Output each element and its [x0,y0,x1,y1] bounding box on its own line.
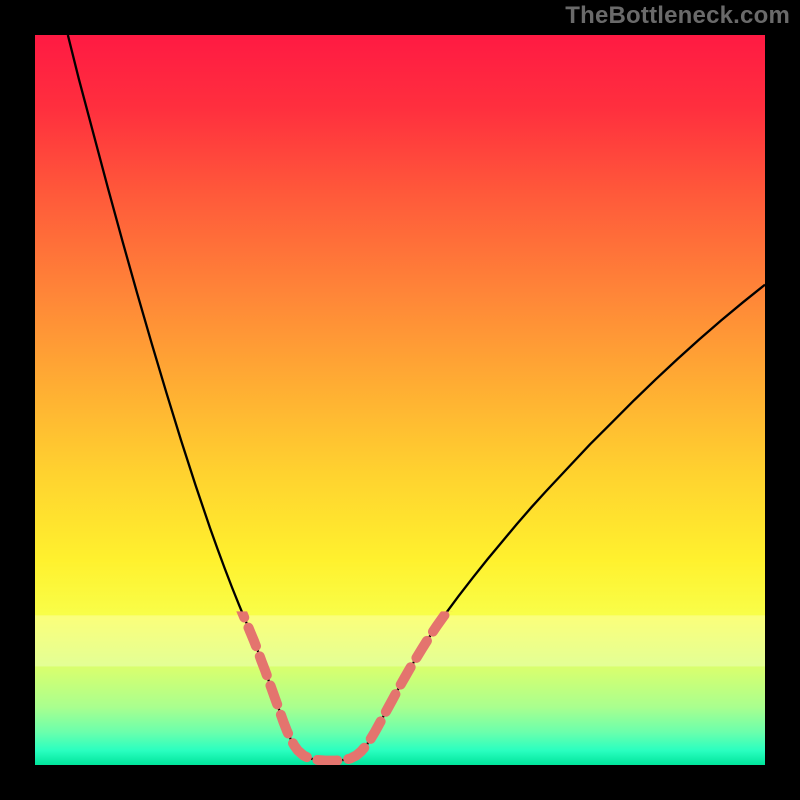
bottleneck-chart-svg [0,0,800,800]
highlight-band [35,615,765,666]
chart-stage: TheBottleneck.com [0,0,800,800]
